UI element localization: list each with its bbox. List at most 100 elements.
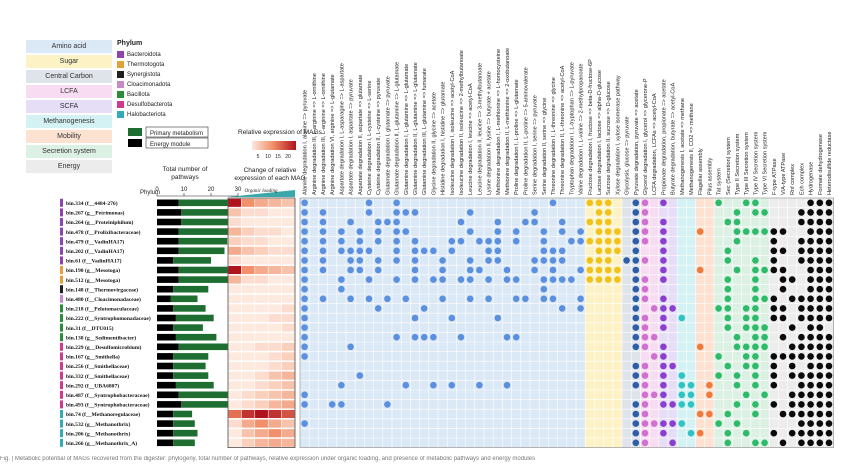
heat-cell <box>267 236 282 246</box>
heat-cell <box>227 265 242 275</box>
mag-row: bin.256 (f__Smithellaceae) <box>60 361 296 371</box>
pathway-dot <box>338 228 345 235</box>
pathway-dot <box>660 401 667 408</box>
pathway-dot <box>365 295 373 303</box>
pathway-dot <box>798 420 805 427</box>
mag-row: bin.478 (f__Prolixibacteraceae) <box>60 227 296 237</box>
pathway-dot <box>816 257 824 264</box>
pathway-dot <box>678 372 686 379</box>
pathway-dot <box>724 324 732 331</box>
pathway-header: F-type ATPase <box>772 158 778 195</box>
pathway-dot <box>356 237 364 245</box>
pathway-dot <box>660 257 667 264</box>
pathway-dot <box>752 439 759 447</box>
pathway-dot <box>678 314 686 322</box>
heat-cell <box>241 294 256 304</box>
pathway-dot <box>503 333 511 341</box>
heat-cell <box>254 332 269 342</box>
pathway-dot <box>807 362 814 370</box>
pathway-dot <box>301 314 308 322</box>
pathway-dot <box>770 353 778 360</box>
pathway-dot <box>632 285 640 293</box>
phylum-strip <box>60 362 63 370</box>
pathway-dot <box>512 237 520 245</box>
pathway-dot <box>807 324 814 331</box>
pathway-dot <box>522 295 529 303</box>
pathway-dot <box>577 266 584 274</box>
pathway-dot <box>338 247 345 255</box>
energy-bar <box>157 372 174 379</box>
energy-bar <box>157 199 179 207</box>
pathway-header: Glutamine degradation I, L-glutamine => … <box>404 64 410 195</box>
pathway-dot <box>531 266 538 274</box>
mag-label: bin.532 (g__Methanothrix) <box>66 421 130 428</box>
pathway-dot <box>779 285 787 293</box>
pathway-header: Histidine degradation I, histidine => gl… <box>441 81 447 195</box>
pathway-dot <box>641 295 649 303</box>
pathway-dot <box>319 218 327 226</box>
pathway-dot <box>347 247 354 255</box>
heat-cell <box>227 284 242 294</box>
pathway-dot <box>540 285 548 293</box>
pathway-dot <box>761 295 768 303</box>
heat-cell <box>267 409 282 419</box>
heat-cell <box>267 380 282 390</box>
pathway-dot <box>595 276 603 283</box>
pathway-dot <box>632 439 640 447</box>
pathway-dot <box>752 228 759 235</box>
pathway-dot <box>752 333 759 341</box>
pathway-dot <box>779 228 787 235</box>
pathway-dot <box>374 305 382 312</box>
pathway-dot <box>549 247 557 255</box>
pathway-dot <box>779 353 787 360</box>
phylum-strip <box>60 285 63 294</box>
heat-cell <box>227 246 242 256</box>
pathway-dot <box>798 353 805 360</box>
pathway-header: Arginine degradation III, L-arginine => … <box>312 73 318 195</box>
pathway-dot <box>393 209 400 216</box>
pathway-dot <box>512 295 520 303</box>
mag-row: bin.229 (g__Desulfomicrobium) <box>60 342 296 352</box>
pathway-dot <box>485 295 492 303</box>
phylum-legend-item: Halobacteriota <box>117 111 166 119</box>
pathway-dot <box>733 237 741 245</box>
pathway-dot <box>761 343 768 351</box>
energy-bar <box>157 362 174 370</box>
pathway-dot <box>733 266 741 274</box>
pathway-dot <box>724 429 732 437</box>
heat-cell <box>227 428 242 438</box>
pathway-header: Serine degradation I, serine => pyruvate <box>533 95 539 195</box>
pathway-dot <box>494 314 502 322</box>
figure-caption: Fig. | Metabolic potential of MAGs recov… <box>0 456 536 462</box>
pathway-dot <box>641 276 649 283</box>
pathway-dot <box>798 410 805 418</box>
pathway-dot <box>512 228 520 235</box>
pathway-dot <box>752 314 759 322</box>
pathway-dot <box>825 420 833 427</box>
mag-row: bin.487 (f__Syntrophobacteraceae) <box>60 390 296 400</box>
pathway-dot <box>604 266 612 274</box>
pathway-dot <box>466 276 474 283</box>
primary-bar <box>178 276 230 283</box>
pathway-dot <box>393 276 400 283</box>
heat-cell <box>241 246 256 256</box>
pathway-dot <box>347 218 354 226</box>
pathway-dot <box>393 257 400 264</box>
pathway-dot <box>641 381 649 389</box>
phylum-strip <box>60 371 63 380</box>
pathway-dot <box>724 257 732 264</box>
pathway-dot <box>457 237 465 245</box>
module-legend-primary: Primary metabolism <box>150 131 203 137</box>
pathway-dot <box>301 247 308 255</box>
phylum-strip <box>60 323 63 332</box>
pathway-dot <box>816 285 824 293</box>
heat-cell <box>281 419 296 429</box>
pathway-dot <box>733 343 741 351</box>
energy-bar <box>157 381 176 389</box>
pathway-dot <box>356 257 364 264</box>
mag-label: bin.334 (f__4484-276) <box>66 200 118 207</box>
pathway-dot <box>558 305 566 312</box>
pathway-dot <box>798 209 805 216</box>
pathway-header: Type VI Secretion system <box>763 131 769 195</box>
pathway-dot <box>604 247 612 255</box>
